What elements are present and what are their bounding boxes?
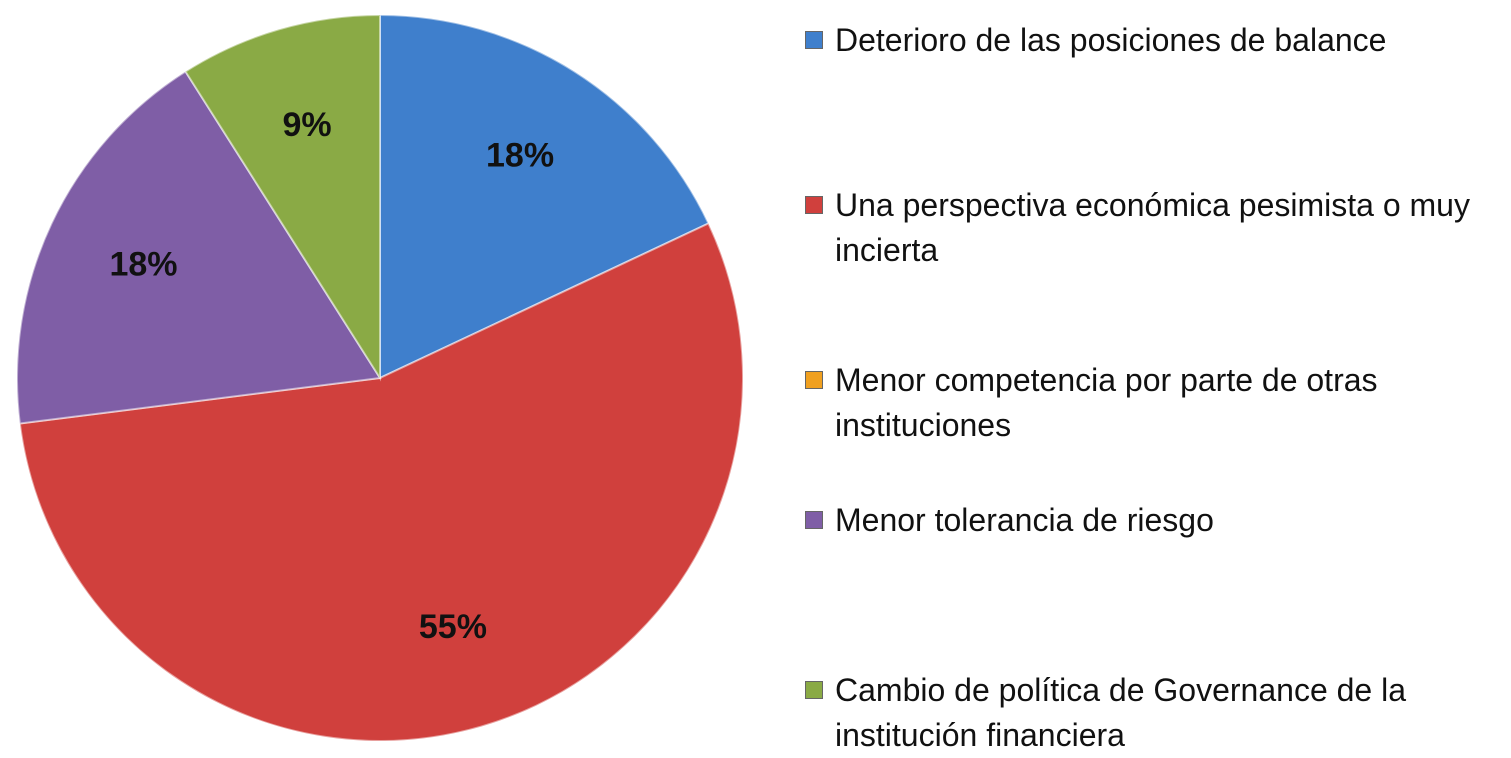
pie-slice [184, 13, 381, 382]
pie-slice [379, 13, 710, 380]
legend-label: Cambio de política de Governance de la i… [835, 672, 1407, 753]
legend-swatch [805, 31, 823, 49]
pie-slice [16, 70, 382, 425]
pie-chart: 18% 55% 18% 9% [16, 13, 744, 742]
legend-swatch [805, 511, 823, 529]
legend-swatch [805, 681, 823, 699]
data-label: 18% [486, 136, 554, 174]
pie-slice [18, 222, 744, 742]
data-label: 9% [283, 106, 332, 144]
legend-swatch [805, 196, 823, 214]
data-label: 55% [419, 608, 487, 646]
legend-swatch [805, 371, 823, 389]
legend-label: Menor competencia por parte de otras ins… [835, 362, 1378, 443]
legend-label: Menor tolerancia de riesgo [835, 502, 1214, 538]
data-label: 18% [109, 246, 177, 284]
legend-label: Deterioro de las posiciones de balance [835, 22, 1387, 58]
legend-label: Una perspectiva económica pesimista o mu… [835, 187, 1470, 268]
